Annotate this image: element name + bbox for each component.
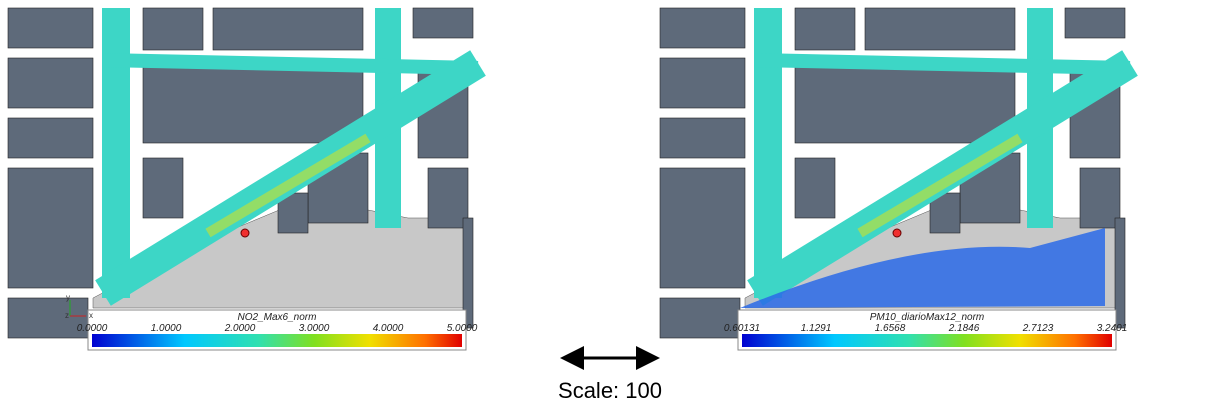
axis-label: y bbox=[66, 293, 70, 302]
building bbox=[660, 118, 745, 158]
building bbox=[660, 8, 745, 48]
colorbar-tick: 2.0000 bbox=[224, 323, 256, 334]
building bbox=[795, 8, 855, 50]
colorbar-tick: 1.6568 bbox=[875, 323, 906, 334]
colorbar-tick: 0.60131 bbox=[724, 323, 760, 334]
building bbox=[660, 58, 745, 108]
colorbar bbox=[742, 334, 1112, 347]
street bbox=[755, 60, 1130, 68]
building bbox=[213, 8, 363, 50]
panel-left: NO2_Max6_norm 0.0000 1.0000 2.0000 3.0000 4.0… bbox=[8, 8, 478, 350]
colorbar-tick: 5.0000 bbox=[447, 323, 478, 334]
axis-label: x bbox=[89, 311, 93, 320]
building bbox=[8, 8, 93, 48]
colorbar-tick: 3.0000 bbox=[299, 323, 330, 334]
building bbox=[1065, 8, 1125, 38]
building bbox=[795, 63, 1015, 143]
colorbar bbox=[92, 334, 462, 347]
building bbox=[428, 168, 468, 228]
scale-label: Scale: 100 bbox=[558, 378, 662, 403]
axis-label: z bbox=[65, 311, 69, 320]
marker bbox=[893, 229, 901, 237]
colorbar-tick: 2.1846 bbox=[948, 323, 980, 334]
figure: NO2_Max6_norm 0.0000 1.0000 2.0000 3.0000 4.0… bbox=[0, 0, 1208, 412]
colorbar-tick: 4.0000 bbox=[373, 323, 404, 334]
building bbox=[795, 158, 835, 218]
colorbar-tick: 3.2401 bbox=[1097, 323, 1128, 334]
panel-right: PM10_diarioMax12_norm 0.60131 1.1291 1.6568… bbox=[660, 8, 1130, 350]
building bbox=[865, 8, 1015, 50]
colorbar-tick: 1.0000 bbox=[151, 323, 182, 334]
building bbox=[143, 158, 183, 218]
building bbox=[143, 63, 363, 143]
building bbox=[8, 118, 93, 158]
building bbox=[143, 8, 203, 50]
colorbar-tick: 1.1291 bbox=[801, 323, 832, 334]
street bbox=[103, 60, 478, 68]
building bbox=[8, 168, 93, 288]
colorbar-title: NO2_Max6_norm bbox=[238, 312, 317, 323]
colorbar-tick: 2.7123 bbox=[1022, 323, 1054, 334]
marker bbox=[241, 229, 249, 237]
building bbox=[1080, 168, 1120, 228]
colorbar-title: PM10_diarioMax12_norm bbox=[870, 312, 985, 323]
building bbox=[8, 58, 93, 108]
building bbox=[660, 168, 745, 288]
colorbar-tick: 0.0000 bbox=[77, 323, 108, 334]
building bbox=[413, 8, 473, 38]
